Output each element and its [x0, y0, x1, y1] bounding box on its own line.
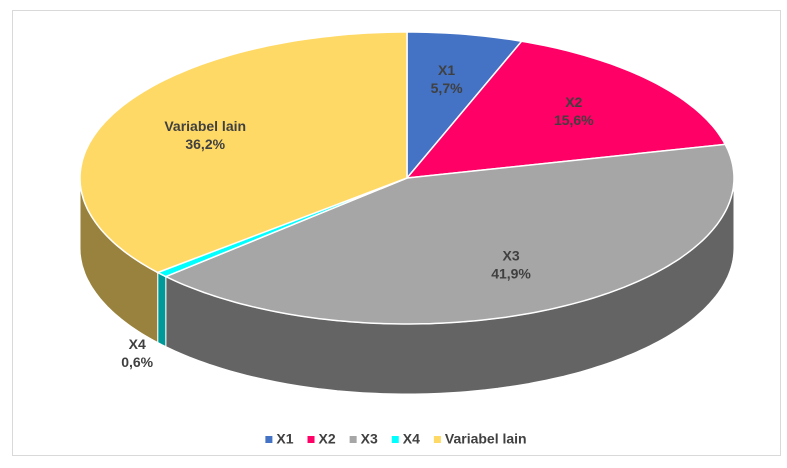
- data-label-value: 36,2%: [185, 136, 225, 152]
- pie-slice: [406, 31, 524, 181]
- legend-label: X3: [361, 431, 378, 447]
- legend-swatch: [433, 436, 441, 443]
- data-label-name: X1: [438, 62, 455, 78]
- legend-swatch: [265, 436, 273, 443]
- legend-swatch: [391, 436, 399, 443]
- pie-slice: [79, 31, 408, 274]
- data-label-value: 15,6%: [554, 112, 594, 128]
- data-label-name: X3: [502, 247, 519, 263]
- legend-swatch: [349, 436, 357, 443]
- data-label-name: Variabel lain: [164, 118, 246, 134]
- legend-label: X1: [276, 431, 293, 447]
- pie-side: [157, 271, 167, 348]
- legend-label: Variabel lain: [445, 431, 527, 447]
- data-labels: X1 5,7% X2 15,6% X3 41,9% X4 0,6% Variabel lain 3…: [121, 62, 594, 370]
- pie-tops: [79, 31, 735, 325]
- legend-swatch: [307, 436, 315, 443]
- data-label-value: 0,6%: [121, 354, 153, 370]
- data-label-value: 41,9%: [491, 265, 531, 281]
- data-label-name: X4: [129, 336, 146, 352]
- pie-slice: [163, 143, 735, 325]
- data-label-value: 5,7%: [431, 80, 463, 96]
- legend-label: X4: [403, 431, 420, 447]
- data-label-name: X2: [565, 94, 582, 110]
- legend: X1 X2 X3 X4 Variabel lain: [265, 431, 527, 447]
- pie-slice: [405, 40, 727, 179]
- legend-label: X2: [319, 431, 336, 447]
